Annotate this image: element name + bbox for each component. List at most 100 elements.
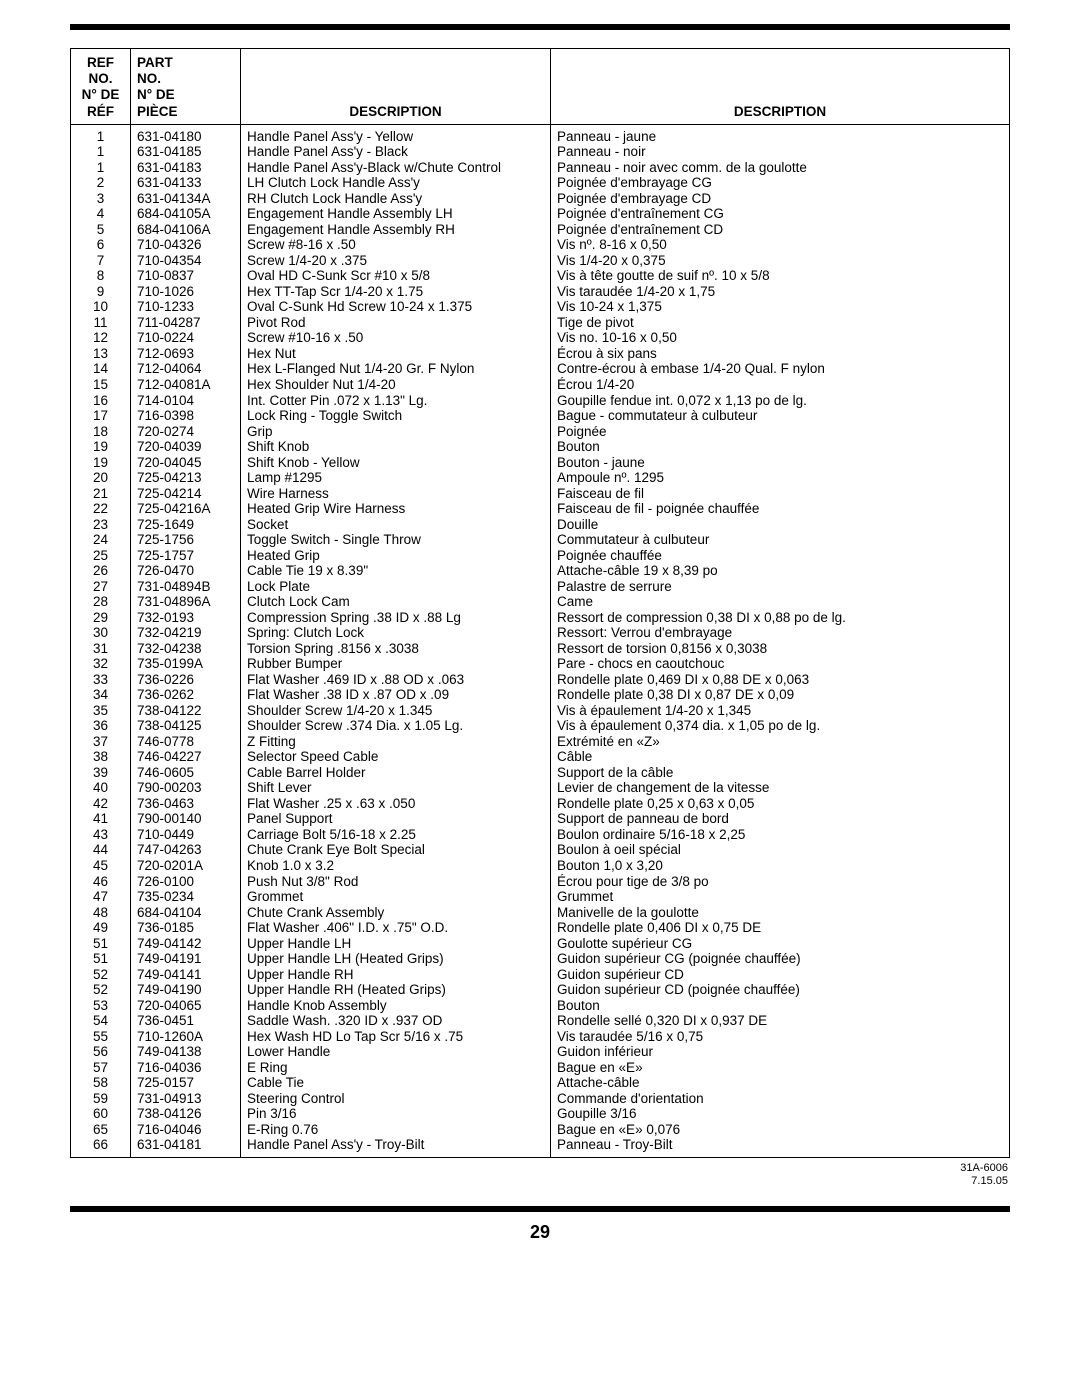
table-row: 52749-04141Upper Handle RHGuidon supérie… [71,967,1010,983]
table-row: 23725-1649SocketDouille [71,517,1010,533]
cell-part: 711-04287 [131,315,241,331]
table-row: 22725-04216AHeated Grip Wire HarnessFais… [71,501,1010,517]
cell-ref: 31 [71,641,131,657]
cell-desc-fr: Boulon à oeil spécial [551,842,1010,858]
cell-desc-en: Lock Plate [241,579,551,595]
cell-desc-fr: Attache-câble 19 x 8,39 po [551,563,1010,579]
cell-desc-fr: Rondelle plate 0,38 DI x 0,87 DE x 0,09 [551,687,1010,703]
cell-ref: 43 [71,827,131,843]
cell-ref: 37 [71,734,131,750]
cell-desc-fr: Faisceau de fil [551,486,1010,502]
cell-part: 712-04081A [131,377,241,393]
cell-desc-en: Int. Cotter Pin .072 x 1.13" Lg. [241,393,551,409]
cell-desc-en: Steering Control [241,1091,551,1107]
cell-desc-en: Flat Washer .406" I.D. x .75" O.D. [241,920,551,936]
cell-desc-fr: Écrou pour tige de 3/8 po [551,874,1010,890]
cell-desc-en: Socket [241,517,551,533]
cell-desc-en: Push Nut 3/8" Rod [241,874,551,890]
cell-part: 749-04142 [131,936,241,952]
cell-desc-fr: Ressort de torsion 0,8156 x 0,3038 [551,641,1010,657]
cell-part: 726-0470 [131,563,241,579]
cell-desc-fr: Levier de changement de la vitesse [551,780,1010,796]
cell-desc-en: Hex TT-Tap Scr 1/4-20 x 1.75 [241,284,551,300]
cell-desc-fr: Support de panneau de bord [551,811,1010,827]
cell-ref: 26 [71,563,131,579]
table-row: 51749-04191Upper Handle LH (Heated Grips… [71,951,1010,967]
cell-desc-en: Hex Nut [241,346,551,362]
table-row: 10710-1233Oval C-Sunk Hd Screw 10-24 x 1… [71,299,1010,315]
cell-ref: 48 [71,905,131,921]
table-row: 24725-1756Toggle Switch - Single ThrowCo… [71,532,1010,548]
cell-part: 749-04191 [131,951,241,967]
cell-part: 749-04190 [131,982,241,998]
cell-ref: 56 [71,1044,131,1060]
cell-part: 710-1026 [131,284,241,300]
table-row: 16714-0104Int. Cotter Pin .072 x 1.13" L… [71,393,1010,409]
table-row: 12710-0224Screw #10-16 x .50Vis no. 10-1… [71,330,1010,346]
cell-desc-fr: Guidon supérieur CD [551,967,1010,983]
table-row: 60738-04126Pin 3/16Goupille 3/16 [71,1106,1010,1122]
cell-desc-en: Clutch Lock Cam [241,594,551,610]
cell-desc-fr: Bague en «E» [551,1060,1010,1076]
table-row: 11711-04287Pivot RodTige de pivot [71,315,1010,331]
cell-desc-en: Heated Grip [241,548,551,564]
cell-desc-fr: Pare - chocs en caoutchouc [551,656,1010,672]
cell-desc-en: Flat Washer .25 x .63 x .050 [241,796,551,812]
cell-desc-en: Cable Tie [241,1075,551,1091]
cell-ref: 1 [71,160,131,176]
table-row: 59731-04913Steering ControlCommande d'or… [71,1091,1010,1107]
table-row: 6710-04326Screw #8-16 x .50Vis nº. 8-16 … [71,237,1010,253]
cell-desc-fr: Manivelle de la goulotte [551,905,1010,921]
cell-desc-en: Handle Panel Ass'y - Troy-Bilt [241,1137,551,1157]
cell-part: 631-04134A [131,191,241,207]
cell-desc-fr: Bouton [551,439,1010,455]
cell-desc-fr: Vis taraudée 5/16 x 0,75 [551,1029,1010,1045]
cell-part: 726-0100 [131,874,241,890]
table-row: 53720-04065Handle Knob AssemblyBouton [71,998,1010,1014]
cell-part: 710-0449 [131,827,241,843]
cell-desc-en: Handle Knob Assembly [241,998,551,1014]
cell-desc-en: Panel Support [241,811,551,827]
cell-part: 720-0201A [131,858,241,874]
cell-part: 720-04039 [131,439,241,455]
cell-desc-en: Screw #8-16 x .50 [241,237,551,253]
cell-ref: 6 [71,237,131,253]
top-rule [70,24,1010,30]
table-row: 1631-04185Handle Panel Ass'y - BlackPann… [71,144,1010,160]
cell-ref: 14 [71,361,131,377]
cell-ref: 4 [71,206,131,222]
table-row: 21725-04214Wire HarnessFaisceau de fil [71,486,1010,502]
cell-ref: 10 [71,299,131,315]
cell-part: 631-04185 [131,144,241,160]
cell-desc-fr: Poignée chauffée [551,548,1010,564]
cell-desc-fr: Grummet [551,889,1010,905]
cell-desc-fr: Ressort de compression 0,38 DI x 0,88 po… [551,610,1010,626]
table-row: 66631-04181Handle Panel Ass'y - Troy-Bil… [71,1137,1010,1157]
cell-desc-fr: Poignée d'embrayage CG [551,175,1010,191]
table-row: 44747-04263Chute Crank Eye Bolt SpecialB… [71,842,1010,858]
cell-desc-en: Upper Handle LH (Heated Grips) [241,951,551,967]
cell-part: 725-04216A [131,501,241,517]
cell-desc-en: Chute Crank Assembly [241,905,551,921]
cell-part: 747-04263 [131,842,241,858]
cell-part: 736-0262 [131,687,241,703]
cell-part: 631-04181 [131,1137,241,1157]
cell-part: 710-04326 [131,237,241,253]
cell-desc-en: Shift Lever [241,780,551,796]
cell-part: 710-0837 [131,268,241,284]
cell-desc-fr: Panneau - Troy-Bilt [551,1137,1010,1157]
cell-desc-fr: Goupille 3/16 [551,1106,1010,1122]
cell-ref: 42 [71,796,131,812]
cell-part: 710-1260A [131,1029,241,1045]
cell-desc-en: Rubber Bumper [241,656,551,672]
cell-desc-fr: Rondelle plate 0,406 DI x 0,75 DE [551,920,1010,936]
cell-desc-fr: Poignée d'embrayage CD [551,191,1010,207]
cell-ref: 18 [71,424,131,440]
cell-ref: 30 [71,625,131,641]
cell-ref: 19 [71,439,131,455]
cell-ref: 13 [71,346,131,362]
cell-desc-fr: Rondelle plate 0,469 DI x 0,88 DE x 0,06… [551,672,1010,688]
table-row: 26726-0470Cable Tie 19 x 8.39"Attache-câ… [71,563,1010,579]
table-row: 56749-04138Lower HandleGuidon inférieur [71,1044,1010,1060]
cell-desc-en: Upper Handle RH [241,967,551,983]
